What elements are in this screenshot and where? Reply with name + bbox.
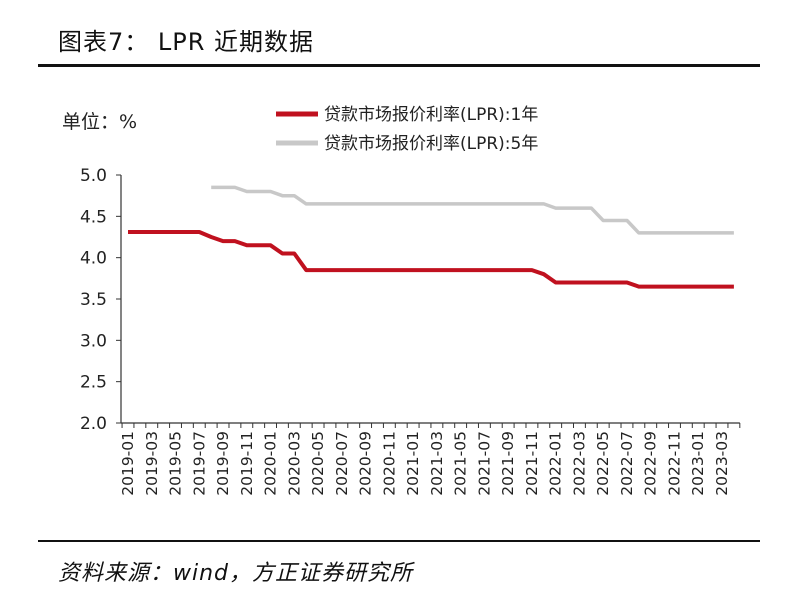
x-tick-label: 2022-11 <box>665 431 683 496</box>
legend-label-1y: 贷款市场报价利率(LPR):1年 <box>324 105 538 125</box>
x-tick-label: 2023-03 <box>713 431 731 496</box>
x-tick-label: 2022-03 <box>570 431 588 496</box>
x-tick-label: 2020-07 <box>333 431 351 496</box>
bottom-divider <box>38 540 760 542</box>
top-divider <box>38 64 760 67</box>
x-tick-label: 2021-03 <box>428 431 446 496</box>
x-tick-label: 2022-01 <box>547 431 565 496</box>
x-tick-label: 2022-07 <box>618 431 636 496</box>
source-note: 资料来源：wind，方正证券研究所 <box>58 561 414 586</box>
x-tick-label: 2022-09 <box>642 431 660 496</box>
series-line <box>128 230 734 289</box>
x-tick-label: 2021-07 <box>475 431 493 496</box>
x-tick-label: 2021-09 <box>499 431 517 496</box>
y-tick-label: 4.0 <box>80 249 107 269</box>
y-tick-label: 2.0 <box>80 414 107 434</box>
x-tick-label: 2020-03 <box>285 431 303 496</box>
x-tick-label: 2023-01 <box>689 431 707 496</box>
y-tick-label: 4.5 <box>80 207 107 227</box>
x-tick-label: 2020-05 <box>309 431 327 496</box>
y-tick-label: 3.5 <box>80 290 107 310</box>
y-tick-label: 5.0 <box>80 166 107 186</box>
x-tick-label: 2020-11 <box>380 431 398 496</box>
x-tick-label: 2019-11 <box>238 431 256 496</box>
y-tick-label: 2.5 <box>80 373 107 393</box>
x-tick-label: 2021-05 <box>452 431 470 496</box>
x-tick-label: 2020-01 <box>262 431 280 496</box>
x-tick-label: 2021-11 <box>523 431 541 496</box>
x-tick-label: 2019-07 <box>190 431 208 496</box>
x-tick-label: 2021-01 <box>404 431 422 496</box>
x-tick-label: 2022-05 <box>594 431 612 496</box>
legend-label-5y: 贷款市场报价利率(LPR):5年 <box>324 134 538 154</box>
y-tick-label: 3.0 <box>80 331 107 351</box>
x-tick-label: 2019-01 <box>119 431 137 496</box>
legend: 贷款市场报价利率(LPR):1年 贷款市场报价利率(LPR):5年 <box>276 105 538 154</box>
x-tick-label: 2019-03 <box>143 431 161 496</box>
x-tick-label: 2019-05 <box>167 431 185 496</box>
x-tick-label: 2020-09 <box>357 431 375 496</box>
unit-label: 单位：% <box>62 111 137 133</box>
x-tick-label: 2019-09 <box>214 431 232 496</box>
chart-title: 图表7： LPR 近期数据 <box>58 28 315 56</box>
series-line <box>211 185 734 235</box>
